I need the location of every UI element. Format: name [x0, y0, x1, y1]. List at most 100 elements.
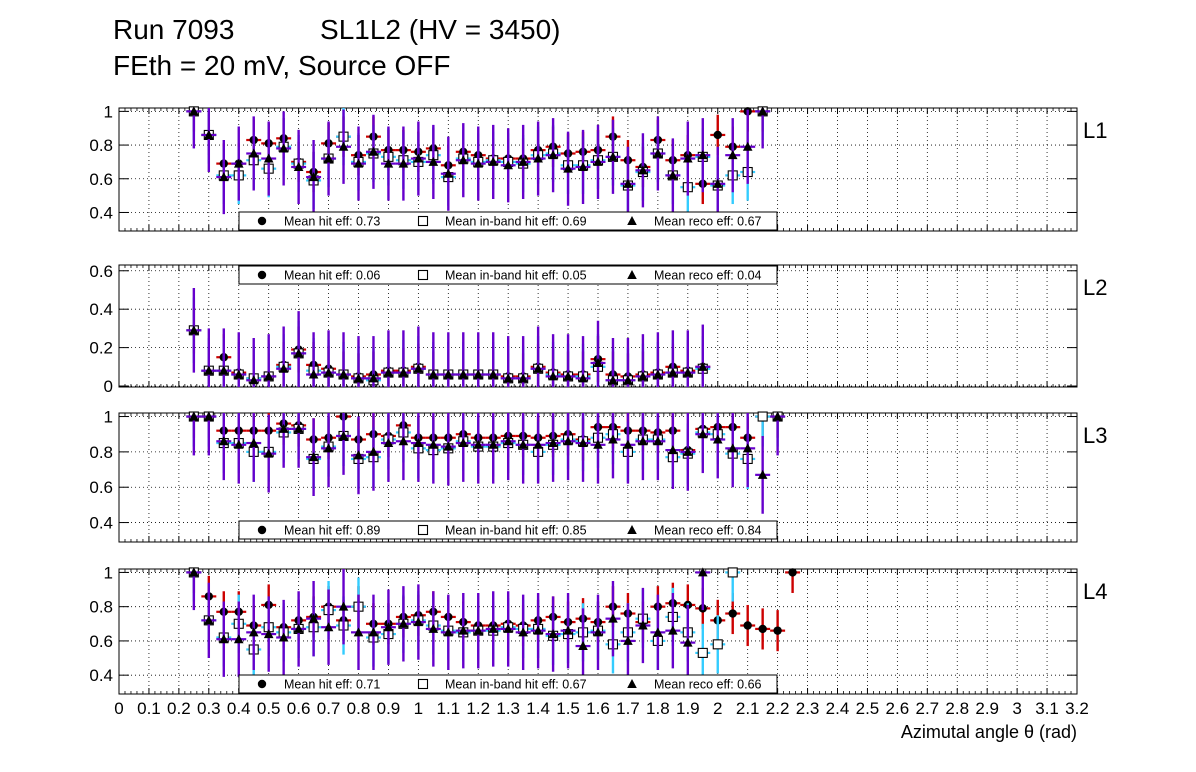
legend: Mean hit eff: 0.06 Mean in-band hit eff: … — [238, 265, 778, 285]
data-point — [428, 369, 439, 379]
x-tick-label: 0 — [114, 699, 123, 718]
data-point — [758, 624, 767, 634]
x-tick-label: 2.4 — [826, 699, 850, 718]
data-point — [189, 106, 199, 116]
x-tick-label: 2.3 — [796, 699, 820, 718]
data-point — [218, 634, 229, 644]
data-point — [488, 439, 499, 449]
data-point — [488, 156, 499, 166]
y-tick-label: 0.6 — [89, 262, 113, 281]
chart-title-settings: FEth = 20 mV, Source OFF — [113, 50, 451, 81]
data-point — [712, 434, 723, 444]
data-point — [338, 601, 349, 611]
data-point — [323, 153, 334, 163]
data-point — [293, 423, 304, 433]
legend-marker — [417, 269, 429, 281]
data-point — [248, 627, 259, 637]
legend-label: Mean reco eff: 0.66 — [654, 678, 762, 692]
legend-marker — [257, 216, 267, 226]
data-point — [398, 618, 409, 628]
data-point — [518, 439, 528, 449]
legend-marker — [627, 679, 637, 688]
data-point — [248, 148, 259, 158]
data-point — [398, 367, 409, 377]
data-point — [638, 371, 648, 381]
data-point — [323, 622, 334, 632]
x-tick-label: 0.2 — [167, 699, 191, 718]
data-point — [263, 448, 274, 458]
y-tick-label: 0.4 — [89, 514, 113, 533]
data-point — [368, 446, 379, 456]
data-point — [653, 369, 663, 379]
data-point — [638, 165, 648, 175]
x-tick-label: 0.8 — [347, 699, 371, 718]
x-tick-label: 0.6 — [287, 699, 311, 718]
panel-l2: 0 0.2 0.4 0.6 L2 Mean hit eff: 0.06 Mean in-ba… — [89, 262, 1107, 396]
legend-marker — [627, 270, 637, 279]
data-point — [608, 434, 618, 444]
data-point — [353, 450, 364, 460]
data-point — [757, 469, 768, 479]
data-point — [578, 373, 588, 383]
data-point — [668, 445, 678, 455]
data-point — [548, 150, 558, 160]
legend-label: Mean hit eff: 0.06 — [284, 269, 380, 283]
data-point — [742, 141, 753, 151]
data-point — [263, 153, 274, 163]
data-point — [788, 568, 797, 577]
data-point — [204, 365, 214, 375]
x-tick-label: 0.1 — [137, 699, 161, 718]
chart-title-run: Run 7093 SL1L2 (HV = 3450) — [113, 14, 561, 46]
legend: Mean hit eff: 0.73 Mean in-band hit eff: … — [238, 211, 778, 231]
legend-marker — [257, 270, 267, 280]
data-point — [413, 438, 424, 448]
data-point — [623, 375, 633, 385]
data-point — [413, 153, 424, 163]
y-tick-label: 0.4 — [89, 300, 113, 319]
data-point — [593, 357, 603, 367]
x-tick-label: 1.9 — [676, 699, 700, 718]
data-point — [368, 627, 379, 637]
data-point — [383, 158, 394, 168]
data-point — [473, 158, 484, 168]
x-tick-label: 0.7 — [317, 699, 341, 718]
data-point — [668, 170, 678, 180]
panel-label: L1 — [1083, 118, 1107, 143]
data-point — [623, 178, 633, 188]
data-point — [593, 439, 603, 449]
data-point — [533, 363, 543, 373]
data-point — [727, 567, 738, 578]
data-point — [218, 365, 229, 375]
y-tick-label: 0.6 — [89, 170, 113, 189]
data-point — [473, 439, 484, 449]
series-0 — [186, 412, 786, 472]
data-point — [772, 411, 783, 421]
x-tick-label: 3 — [1012, 699, 1021, 718]
data-point — [653, 148, 663, 158]
data-point — [503, 160, 513, 170]
x-tick-label: 1.8 — [646, 699, 670, 718]
legend-label: Mean hit eff: 0.73 — [284, 215, 380, 229]
data-point — [697, 429, 708, 439]
data-point — [638, 620, 648, 630]
data-point — [218, 172, 229, 182]
data-point — [383, 438, 394, 448]
legend-label: Mean reco eff: 0.04 — [654, 269, 762, 283]
data-point — [697, 361, 708, 371]
legend: Mean hit eff: 0.71 Mean in-band hit eff: … — [238, 674, 778, 694]
x-tick-label: 2.7 — [915, 699, 939, 718]
legend: Mean hit eff: 0.89 Mean in-band hit eff: … — [238, 520, 778, 540]
x-tick-label: 1.1 — [436, 699, 460, 718]
data-point — [233, 158, 244, 168]
data-point — [458, 625, 469, 635]
data-point — [428, 623, 439, 633]
x-tick-label: 2 — [713, 699, 722, 718]
data-point — [233, 439, 244, 449]
data-point — [578, 641, 588, 651]
data-point — [742, 443, 753, 453]
data-point — [458, 438, 469, 448]
x-tick-label: 1.7 — [616, 699, 640, 718]
data-point — [593, 627, 603, 637]
data-point — [757, 106, 768, 116]
data-point — [473, 369, 484, 379]
